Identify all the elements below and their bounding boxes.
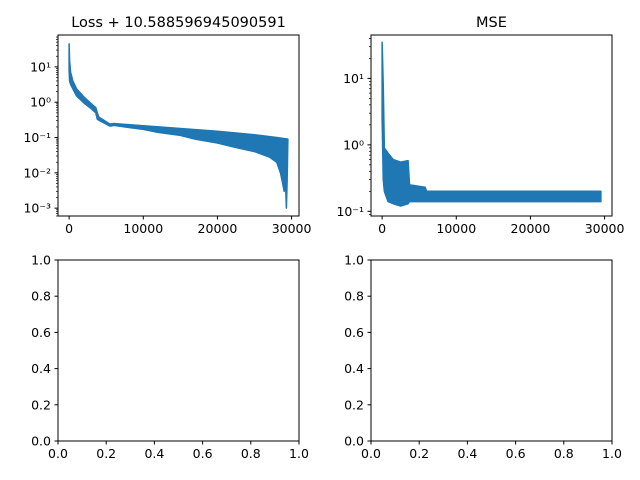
axes-1: 0 10000 20000 30000 10⁻³ 10⁻² 10⁻¹ 10⁰ 10¹ Loss +… [23,15,311,236]
x-tick-label: 10000 [436,221,476,236]
x-tick-label: 0.8 [241,446,261,461]
y-tick-label: 10⁻³ [23,201,51,216]
y-tick-label: 0.8 [344,289,364,304]
axes-2: 0 10000 20000 30000 10⁻¹ 10⁰ 10¹ MSE [336,15,624,236]
x-tick-label: 20000 [198,221,238,236]
y-tick-label: 0.0 [344,434,364,449]
y-tick-label: 0.4 [31,361,51,376]
chart-title: MSE [476,15,507,31]
y-tick-label: 10⁻² [23,165,51,180]
x-tick-label: 0.6 [506,446,526,461]
x-tick-label: 0.6 [193,446,213,461]
x-tick-label: 30000 [272,221,312,236]
x-tick-label: 30000 [585,221,625,236]
y-tick-label: 1.0 [344,253,364,268]
x-tick-label: 0 [65,221,73,236]
x-tick-label: 0.0 [48,446,68,461]
y-tick-label: 0.2 [31,397,51,412]
y-tick-label: 10⁰ [30,95,51,110]
x-tick-label: 0.8 [554,446,574,461]
y-tick-label: 10¹ [30,59,51,74]
x-tick-label: 0.0 [361,446,381,461]
x-tick-label: 0 [378,221,386,236]
y-tick-label: 0.0 [31,434,51,449]
y-tick-label: 0.6 [344,325,364,340]
plot-frame [57,259,300,442]
x-tick-label: 1.0 [602,446,622,461]
axes-4: 0.0 0.2 0.4 0.6 0.8 1.0 0.0 0.2 0.4 0.6 0.8 1.0 [344,253,622,462]
y-tick-label: 0.8 [31,289,51,304]
x-tick-label: 0.4 [457,446,477,461]
plot-frame [370,34,613,217]
x-tick-label: 0.2 [409,446,429,461]
y-tick-label: 10⁰ [343,137,364,152]
axes-3: 0.0 0.2 0.4 0.6 0.8 1.0 0.0 0.2 0.4 0.6 0.8 1.0 [31,253,309,462]
x-tick-label: 1.0 [289,446,309,461]
plot-frame [57,34,300,217]
x-tick-label: 0.2 [96,446,116,461]
series-1-band [68,43,289,209]
y-tick-label: 0.2 [344,397,364,412]
y-tick-label: 0.4 [344,361,364,376]
y-tick-label: 0.6 [31,325,51,340]
series-1-band [381,41,602,207]
y-tick-label: 10¹ [343,71,364,86]
y-tick-label: 1.0 [31,253,51,268]
x-tick-label: 0.4 [144,446,164,461]
y-tick-label: 10⁻¹ [23,130,51,145]
plot-frame [370,259,613,442]
y-tick-label: 10⁻¹ [336,204,364,219]
x-tick-label: 20000 [511,221,551,236]
x-tick-label: 10000 [123,221,163,236]
chart-title: Loss + 10.588596945090591 [71,15,286,31]
